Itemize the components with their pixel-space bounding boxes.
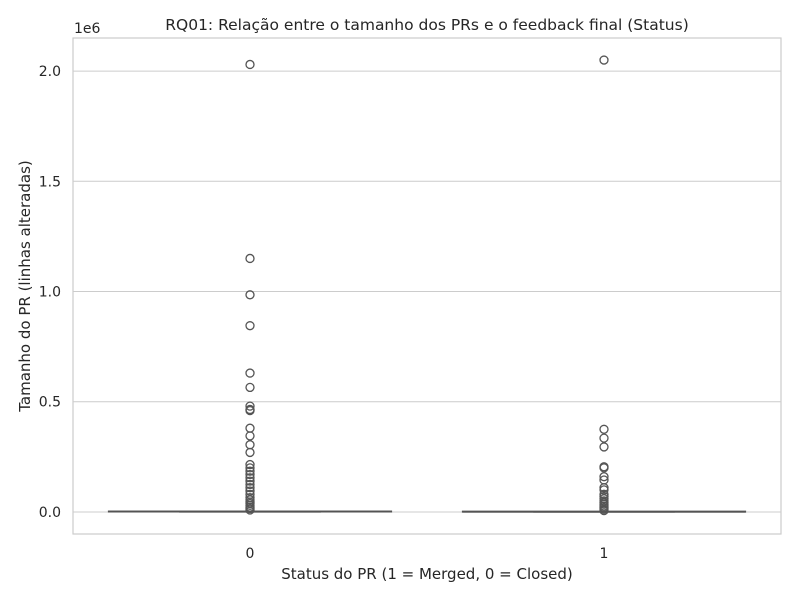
outlier-point	[245, 401, 255, 411]
outlier-point	[245, 476, 255, 486]
y-tick-label: 0.0	[39, 505, 61, 521]
x-tick-label: 0	[246, 546, 255, 562]
outlier-point	[245, 431, 255, 441]
outlier-point	[245, 290, 255, 300]
outlier-point	[245, 321, 255, 331]
gridlines	[73, 70, 781, 513]
outlier-point	[245, 405, 255, 416]
outlier-point	[245, 469, 255, 480]
outlier-point	[245, 459, 255, 470]
outlier-point	[245, 382, 255, 393]
y-offset-text: 1e6	[74, 21, 101, 37]
outlier-point	[245, 483, 255, 493]
outlier-point	[599, 485, 609, 495]
outliers	[245, 55, 609, 516]
outlier-point	[599, 433, 609, 443]
outlier-point	[245, 486, 255, 496]
outlier-point	[599, 424, 609, 434]
outlier-point	[599, 442, 609, 452]
y-tick-label: 2.0	[39, 64, 61, 80]
outlier-point	[245, 505, 255, 515]
outlier-point	[245, 447, 255, 458]
x-tick-label: 1	[600, 546, 609, 562]
y-ticks: 0.0 0.5 1.0 1.5 2.0	[39, 64, 61, 521]
outlier-point	[245, 423, 255, 433]
outlier-point	[245, 463, 255, 473]
y-axis-label: Tamanho do PR (linhas alteradas)	[16, 160, 34, 413]
x-axis-label: Status do PR (1 = Merged, 0 = Closed)	[281, 565, 573, 583]
outlier-point	[599, 472, 609, 482]
chart-title: RQ01: Relação entre o tamanho dos PRs e …	[165, 16, 689, 34]
outlier-point	[245, 368, 255, 378]
y-tick-label: 0.5	[39, 395, 61, 411]
outlier-point	[599, 505, 609, 516]
outlier-point	[245, 440, 255, 450]
plot-frame	[72, 37, 782, 535]
outlier-point	[245, 473, 255, 483]
outlier-point	[245, 466, 255, 476]
outlier-point	[245, 479, 255, 490]
y-tick-label: 1.5	[39, 174, 61, 190]
y-tick-label: 1.0	[39, 285, 61, 301]
outlier-point	[245, 59, 255, 70]
outlier-point	[599, 55, 609, 65]
outlier-point	[599, 463, 609, 473]
outlier-point	[245, 253, 255, 264]
